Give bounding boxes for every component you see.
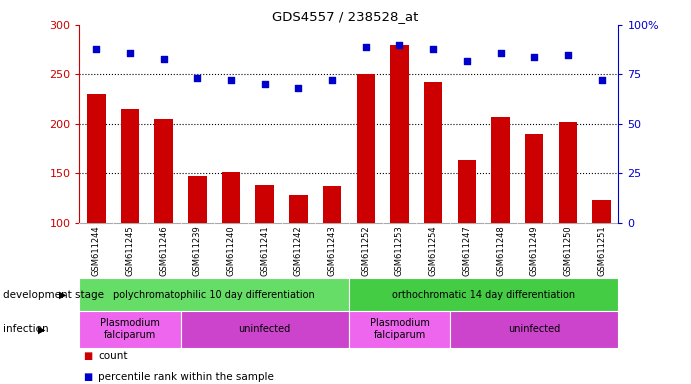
Text: GSM611245: GSM611245 — [126, 225, 135, 276]
Point — [327, 77, 338, 83]
Bar — [121, 109, 140, 223]
Bar — [424, 82, 442, 223]
Point — [192, 75, 203, 81]
Bar — [525, 134, 544, 223]
Text: uninfected: uninfected — [238, 324, 291, 334]
Text: GSM611246: GSM611246 — [159, 225, 168, 276]
Bar — [592, 200, 611, 223]
Bar — [79, 311, 180, 348]
Text: percentile rank within the sample: percentile rank within the sample — [98, 372, 274, 382]
Text: Plasmodium
falciparum: Plasmodium falciparum — [370, 318, 429, 340]
Text: GSM611254: GSM611254 — [428, 225, 437, 276]
Text: GSM611248: GSM611248 — [496, 225, 505, 276]
Bar — [349, 278, 618, 311]
Text: infection: infection — [3, 324, 49, 334]
Bar — [222, 172, 240, 223]
Text: orthochromatic 14 day differentiation: orthochromatic 14 day differentiation — [392, 290, 576, 300]
Text: GSM611253: GSM611253 — [395, 225, 404, 276]
Text: GSM611252: GSM611252 — [361, 225, 370, 276]
Text: GSM611243: GSM611243 — [328, 225, 337, 276]
Text: GSM611241: GSM611241 — [261, 225, 269, 276]
Point — [596, 77, 607, 83]
Bar — [349, 311, 450, 348]
Text: uninfected: uninfected — [508, 324, 560, 334]
Bar — [491, 117, 510, 223]
Point — [394, 42, 405, 48]
Point — [158, 56, 169, 62]
Bar — [87, 94, 106, 223]
Text: count: count — [98, 351, 128, 361]
Text: GSM611244: GSM611244 — [92, 225, 101, 276]
Text: GSM611240: GSM611240 — [227, 225, 236, 276]
Bar — [457, 161, 476, 223]
Point — [562, 51, 574, 58]
Bar — [154, 119, 173, 223]
Point — [293, 85, 304, 91]
Text: GSM611250: GSM611250 — [563, 225, 572, 276]
Bar — [390, 45, 409, 223]
Point — [225, 77, 236, 83]
Bar — [188, 176, 207, 223]
Text: ■: ■ — [83, 351, 92, 361]
Point — [259, 81, 270, 88]
Text: GDS4557 / 238528_at: GDS4557 / 238528_at — [272, 10, 419, 23]
Point — [124, 50, 135, 56]
Bar — [450, 311, 618, 348]
Text: GSM611247: GSM611247 — [462, 225, 471, 276]
Bar — [289, 195, 307, 223]
Text: Plasmodium
falciparum: Plasmodium falciparum — [100, 318, 160, 340]
Text: GSM611249: GSM611249 — [530, 225, 539, 276]
Bar — [180, 311, 349, 348]
Text: polychromatophilic 10 day differentiation: polychromatophilic 10 day differentiatio… — [113, 290, 315, 300]
Bar — [323, 186, 341, 223]
Text: GSM611251: GSM611251 — [597, 225, 606, 276]
Text: development stage: development stage — [3, 290, 104, 300]
Bar — [79, 278, 349, 311]
Point — [529, 53, 540, 60]
Point — [462, 58, 473, 64]
Bar — [256, 185, 274, 223]
Text: ▶: ▶ — [59, 290, 66, 300]
Point — [495, 50, 506, 56]
Point — [91, 46, 102, 52]
Text: GSM611242: GSM611242 — [294, 225, 303, 276]
Point — [428, 46, 439, 52]
Bar — [558, 122, 577, 223]
Text: ■: ■ — [83, 372, 92, 382]
Bar — [357, 74, 375, 223]
Text: ▶: ▶ — [38, 324, 46, 334]
Point — [360, 44, 371, 50]
Text: GSM611239: GSM611239 — [193, 225, 202, 276]
